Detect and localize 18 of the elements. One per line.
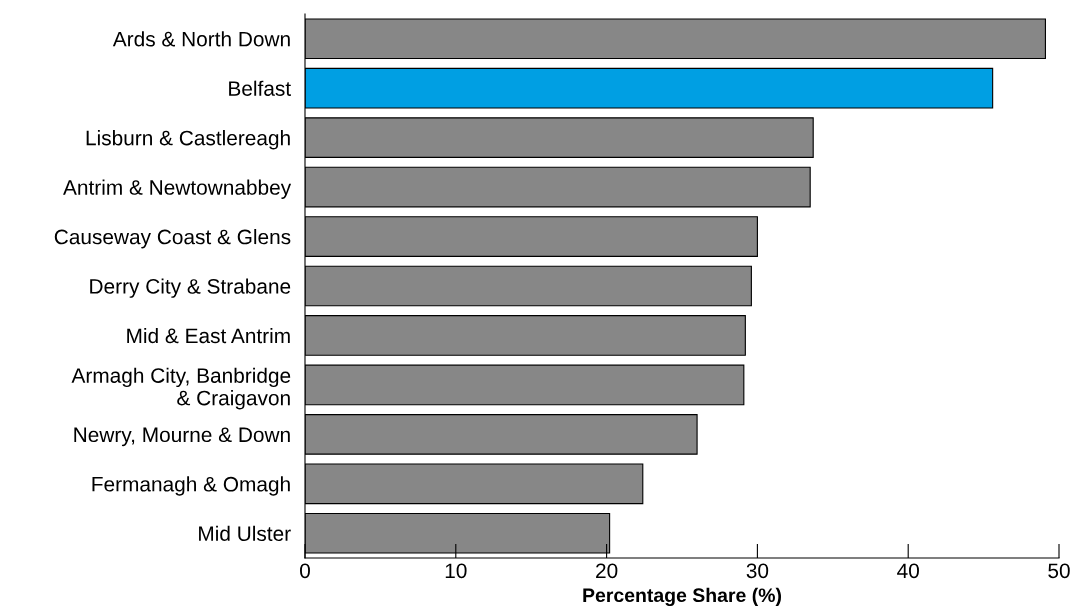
x-tick-label: 20: [596, 563, 618, 579]
x-tick-label: 50: [1048, 563, 1070, 579]
y-tick-label: Mid Ulster: [199, 525, 291, 542]
x-tick-label: 30: [746, 563, 769, 579]
y-tick-label: Antrim & Newtownabbey: [63, 179, 292, 199]
y-tick-label: Newry, Mourne & Down: [74, 427, 290, 447]
x-tick-label: 10: [445, 563, 467, 579]
x-axis-title: Percentage Share (%): [583, 587, 781, 606]
y-tick-label: Armagh City, Banbridge & Craigavon: [71, 367, 291, 410]
x-tick-label: 40: [897, 563, 919, 579]
y-tick-label: Fermanagh & Omagh: [92, 476, 290, 496]
y-tick-label: Causeway Coast & Glens: [54, 229, 291, 249]
y-tick-label: Ards & North Down: [112, 31, 290, 47]
y-tick-label: Lisburn & Castlereagh: [86, 130, 290, 150]
y-tick-label: Derry City & Strabane: [90, 278, 291, 298]
y-tick-label: Belfast: [229, 80, 291, 96]
x-tick-label: 0: [300, 563, 310, 579]
y-tick-label: Mid & East Antrim: [127, 327, 290, 344]
